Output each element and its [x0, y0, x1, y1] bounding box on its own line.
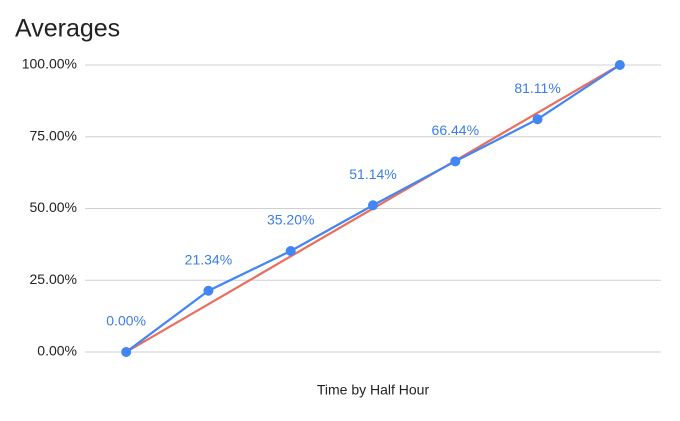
y-tick-label: 100.00% [22, 56, 77, 72]
data-label: 0.00% [106, 313, 146, 329]
chart-title: Averages [15, 15, 120, 43]
data-point [121, 347, 132, 357]
y-tick-label: 75.00% [30, 127, 77, 143]
data-label: 81.11% [514, 80, 560, 96]
data-label: 51.14% [349, 166, 396, 182]
data-point [368, 200, 378, 211]
data-point [450, 156, 461, 167]
data-label: 21.34% [185, 251, 232, 267]
y-tick-label: 25.00% [30, 271, 77, 287]
y-tick-label: 0.00% [37, 343, 77, 359]
data-label: 66.44% [432, 122, 479, 138]
data-point [203, 285, 214, 296]
x-axis-title: Time by Half Hour [317, 382, 430, 398]
data-label: 35.20% [267, 212, 314, 228]
data-point [285, 245, 296, 256]
data-point [614, 60, 625, 70]
data-point [532, 114, 543, 125]
y-tick-label: 50.00% [30, 199, 77, 215]
